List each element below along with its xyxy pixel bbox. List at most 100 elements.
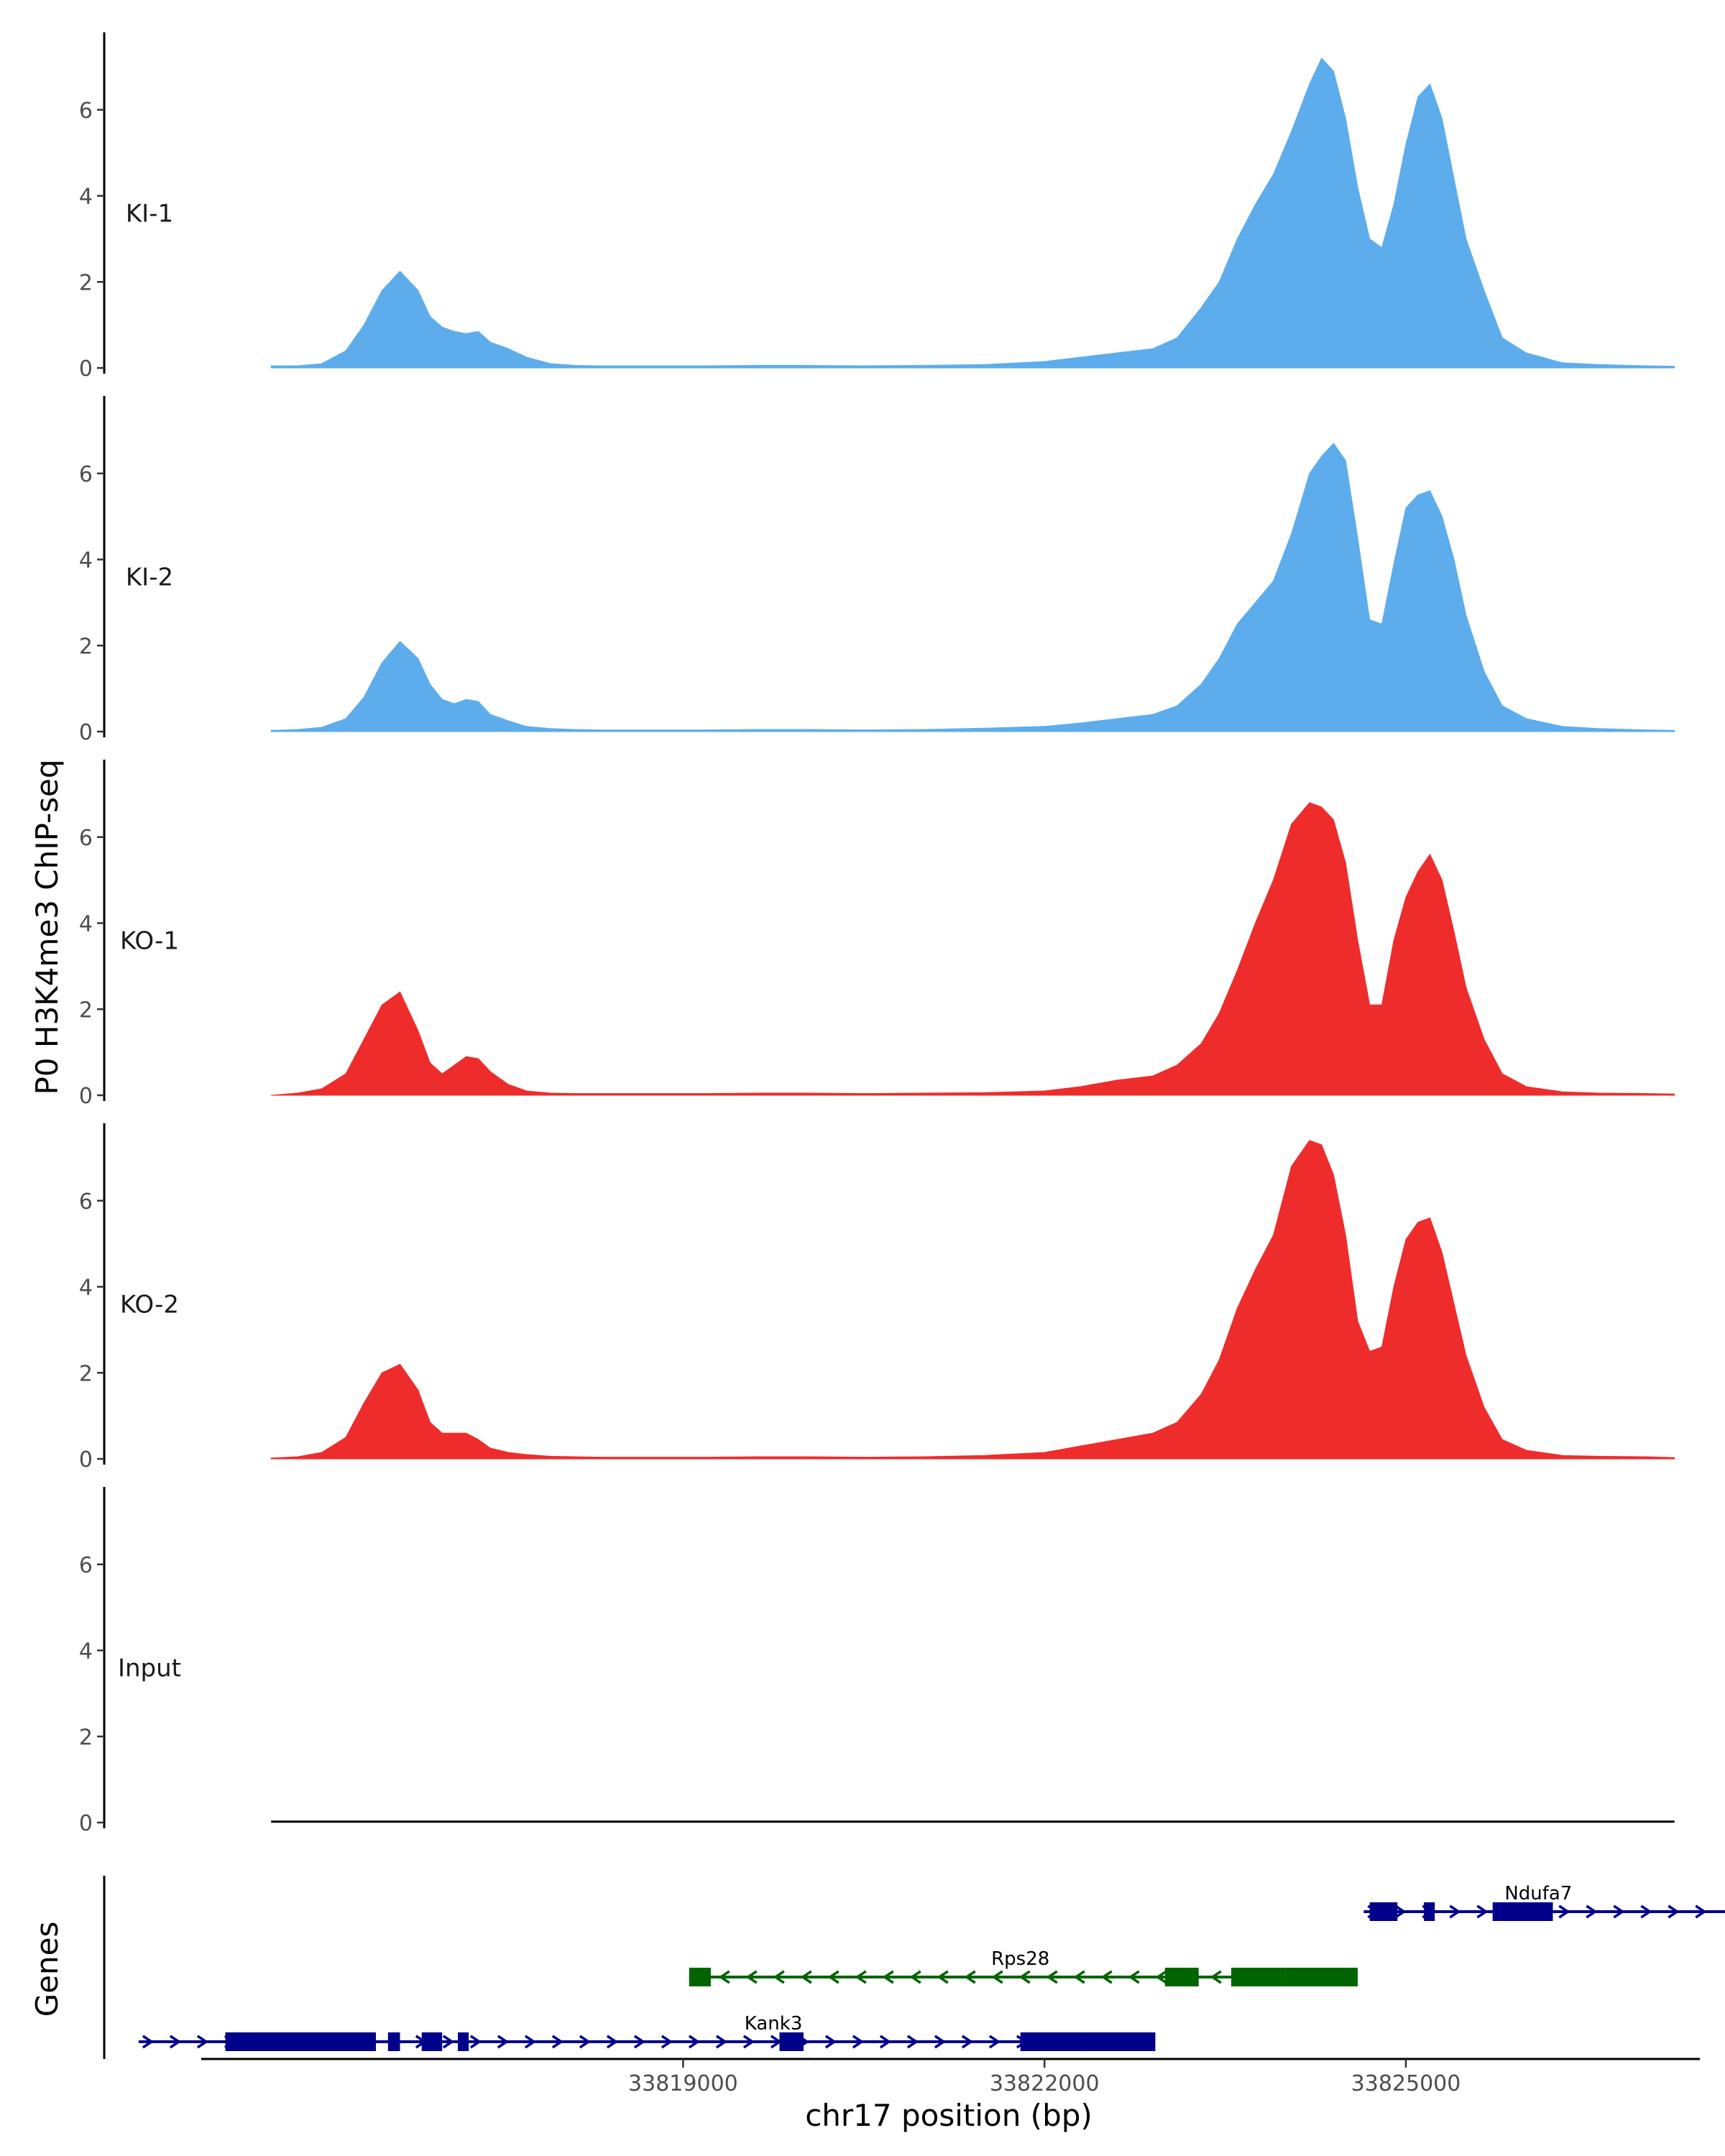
strand-arrow [715, 2035, 728, 2049]
strand-arrow [1394, 1904, 1407, 1919]
y-tick-label: 0 [79, 720, 93, 745]
strand-arrow [1128, 1970, 1140, 1984]
track-ko-1: 0 2 4 6 KO-1 [79, 760, 1675, 1109]
strand-arrow [1046, 1970, 1058, 1984]
strand-arrow [169, 2035, 182, 2049]
strand-arrow [773, 1970, 785, 1984]
strand-arrow [937, 1970, 949, 1984]
y-axis-title: P0 H3K4me3 ChIP-seq [29, 759, 65, 1095]
x-tick-label: 33822000 [990, 2071, 1100, 2096]
y-tick-label: 6 [79, 1553, 93, 1578]
y-tick-label: 2 [79, 1725, 93, 1750]
gene-label: Ndufa7 [1504, 1883, 1572, 1904]
strand-arrow [1586, 1904, 1598, 1919]
gene-exon [421, 2032, 443, 2051]
gene-exon [457, 2032, 469, 2051]
genes-axis-title: Genes [29, 1922, 65, 2017]
strand-arrow [909, 1970, 921, 1984]
strand-arrow [800, 1970, 812, 1984]
gene-exon [779, 2032, 804, 2051]
track-label: KI-2 [126, 563, 173, 591]
y-tick-label: 2 [79, 1361, 93, 1386]
y-tick-label: 0 [79, 1084, 93, 1109]
gene-kank3: Kank3 [138, 2013, 1156, 2051]
strand-arrow [1449, 1904, 1461, 1919]
y-tick-label: 6 [79, 462, 93, 487]
y-tick-label: 4 [79, 912, 93, 937]
y-tick-label: 4 [79, 1276, 93, 1301]
gene-exon [689, 1968, 711, 1986]
strand-arrow [745, 1970, 758, 1984]
strand-arrow [1640, 1904, 1652, 1919]
gene-ndufa7: Ndufa7 [1363, 1883, 1725, 1921]
y-tick-label: 0 [79, 1447, 93, 1473]
strand-arrow [1210, 1970, 1222, 1984]
y-tick-label: 0 [79, 1811, 93, 1836]
y-tick-label: 2 [79, 634, 93, 659]
strand-arrow [633, 2035, 646, 2049]
y-tick-label: 6 [79, 98, 93, 124]
strand-arrow [879, 2035, 892, 2049]
track-ki-1: 0 2 4 6 KI-1 [79, 32, 1675, 382]
track-label: Input [118, 1654, 181, 1682]
gene-exon [1230, 1968, 1286, 1986]
coverage-area [270, 57, 1675, 369]
gene-exon [1020, 2032, 1081, 2051]
strand-arrow [855, 1970, 867, 1984]
strand-arrow [579, 2035, 592, 2049]
gene-exon [225, 2032, 377, 2051]
strand-arrow [742, 2035, 755, 2049]
coverage-area [270, 1140, 1675, 1460]
strand-arrow [1476, 1904, 1489, 1919]
strand-arrow [1073, 1970, 1085, 1984]
gene-rps28: Rps28 [689, 1948, 1358, 1986]
gene-exon [1369, 1902, 1398, 1921]
strand-arrow [142, 2035, 155, 2049]
coverage-area [271, 802, 1675, 1096]
y-tick-label: 2 [79, 270, 93, 295]
strand-arrow [1668, 1904, 1680, 1919]
strand-arrow [961, 2035, 974, 2049]
gene-exon [1080, 2032, 1156, 2051]
strand-arrow [1695, 1904, 1707, 1919]
strand-arrow [661, 2035, 673, 2049]
strand-arrow [824, 2035, 837, 2049]
strand-arrow [688, 2035, 701, 2049]
x-axis-title: chr17 position (bp) [805, 2098, 1092, 2133]
strand-arrow [827, 1970, 840, 1984]
gene-annotation-track: Ndufa7 Rps28 Kank3 [103, 1876, 1725, 2059]
coverage-tracks: 0 2 4 6 KI-1 0 2 4 6 KI-2 0 2 4 6 KO-1 0 2 4 6 KO-2 0 2 4 6 Inpu… [79, 32, 1675, 1836]
strand-arrow [964, 1970, 976, 1984]
strand-arrow [497, 2035, 510, 2049]
strand-arrow [906, 2035, 919, 2049]
y-tick-label: 0 [79, 356, 93, 382]
strand-arrow [551, 2035, 564, 2049]
strand-arrow [524, 2035, 537, 2049]
x-axis: 33819000 33822000 33825000 [201, 2058, 1700, 2096]
gene-exon [1164, 1968, 1199, 1986]
track-ko-2: 0 2 4 6 KO-2 [79, 1123, 1675, 1473]
y-tick-label: 4 [79, 185, 93, 210]
strand-arrow [718, 1970, 730, 1984]
track-input: 0 2 4 6 Input [79, 1487, 1675, 1836]
strand-arrow [1155, 1970, 1167, 1984]
strand-arrow [469, 2035, 482, 2049]
strand-arrow [988, 2035, 1001, 2049]
track-ki-2: 0 2 4 6 KI-2 [79, 396, 1675, 745]
y-tick-label: 4 [79, 1639, 93, 1664]
strand-arrow [852, 2035, 865, 2049]
strand-arrow [991, 1970, 1003, 1984]
strand-arrow [882, 1970, 894, 1984]
gene-label: Rps28 [991, 1948, 1049, 1970]
strand-arrow [606, 2035, 619, 2049]
gene-exon [1492, 1902, 1553, 1921]
x-tick-label: 33825000 [1351, 2071, 1461, 2096]
y-tick-label: 4 [79, 548, 93, 573]
y-tick-label: 6 [79, 826, 93, 851]
track-label: KO-1 [120, 926, 179, 955]
track-label: KO-2 [120, 1290, 179, 1319]
strand-arrow [1100, 1970, 1113, 1984]
strand-arrow [1018, 1970, 1031, 1984]
coverage-area [270, 443, 1675, 732]
